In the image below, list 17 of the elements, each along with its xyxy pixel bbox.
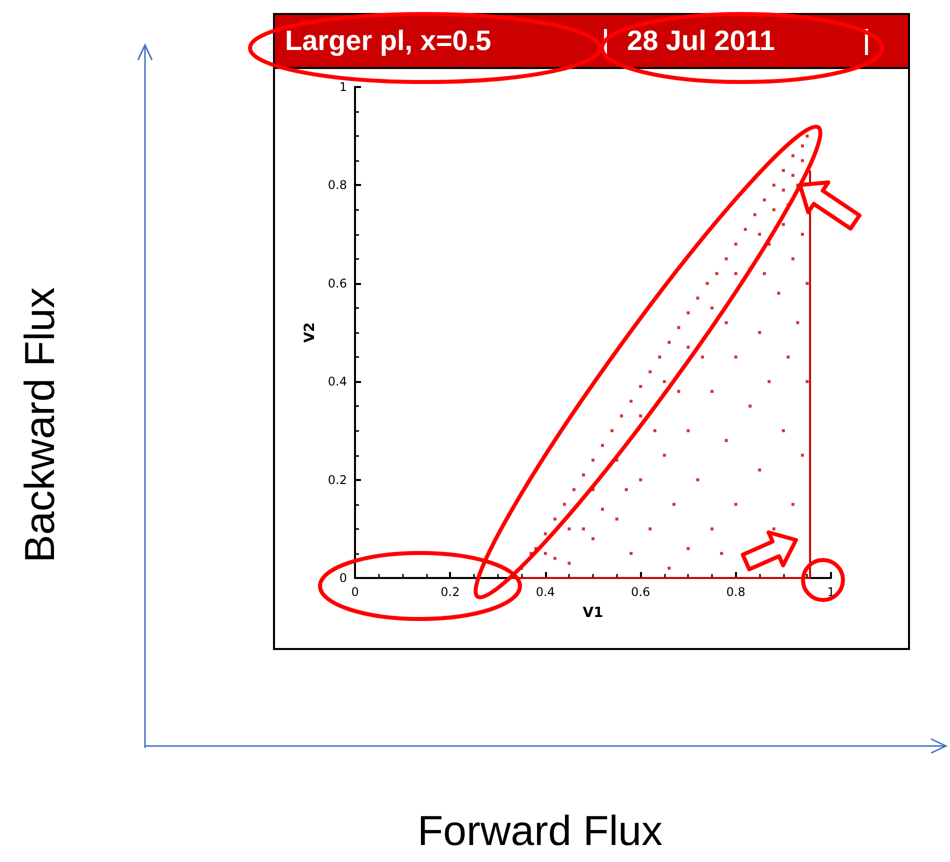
- x-tick-label: 0.8: [726, 585, 746, 599]
- y-axis-title: V2: [302, 322, 318, 343]
- text: Backward Flux: [15, 286, 64, 565]
- y-tick-label: 0.8: [328, 178, 347, 192]
- chart-title: Larger pl, x=0.5: [285, 25, 492, 57]
- chart-subtitle: 28 Jul 2011: [627, 25, 775, 57]
- x-tick-label: 0.6: [631, 585, 650, 599]
- y-tick-label: 0.2: [328, 472, 347, 487]
- x-tick-label: 0: [351, 585, 359, 599]
- x-tick-label: 0.2: [440, 585, 460, 599]
- y-tick-label: 0: [339, 571, 347, 585]
- y-tick-label: 0.6: [328, 276, 347, 290]
- y-tick-label: 1: [339, 80, 347, 94]
- x-axis-title: V1: [582, 605, 604, 621]
- text: Forward Flux: [416, 806, 664, 856]
- x-tick-label: 0.4: [536, 585, 555, 599]
- y-tick-label: 0.4: [328, 374, 347, 389]
